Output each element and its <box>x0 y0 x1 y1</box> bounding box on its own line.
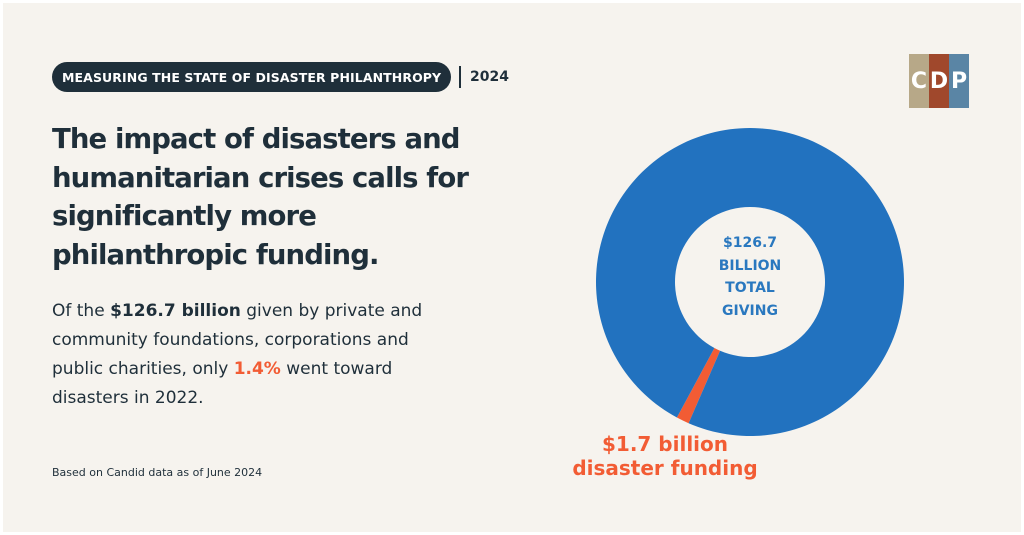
slice-total-giving <box>596 128 905 437</box>
slice-disaster-funding <box>676 348 721 424</box>
body-text: Of the $126.7 billion given by private a… <box>52 297 452 413</box>
body-total: $126.7 billion <box>110 301 241 321</box>
disaster-funding-callout: $1.7 billion disaster funding <box>530 432 800 480</box>
center-label-line-1: $126.7 <box>722 235 778 251</box>
header-tag: MEASURING THE STATE OF DISASTER PHILANTH… <box>52 62 452 92</box>
body-part-3: went toward disasters in 2022. <box>52 359 393 408</box>
logo-letter-c: C <box>909 54 929 108</box>
center-label-line-2: BILLION <box>718 257 782 274</box>
header-divider <box>459 66 461 88</box>
center-label-line-4: GIVING <box>722 302 778 319</box>
logo-letter-p: P <box>949 54 969 108</box>
center-label-line-3: TOTAL <box>725 280 775 296</box>
logo-letter-d: D <box>929 54 949 108</box>
donut-chart <box>596 128 905 437</box>
header-year: 2024 <box>470 69 509 85</box>
body-part-2: given by private and community foundatio… <box>52 301 423 379</box>
callout-line-2: disaster funding <box>572 456 758 480</box>
callout-line-1: $1.7 billion <box>601 432 729 456</box>
headline: The impact of disasters and humanitarian… <box>52 123 469 271</box>
source-note: Based on Candid data as of June 2024 <box>52 466 263 479</box>
body-percent: 1.4% <box>233 359 281 379</box>
donut-center-label: $126.7 BILLION TOTAL GIVING <box>590 232 910 322</box>
cdp-logo: C D P <box>909 54 969 108</box>
body-part-1: Of the <box>52 301 111 321</box>
